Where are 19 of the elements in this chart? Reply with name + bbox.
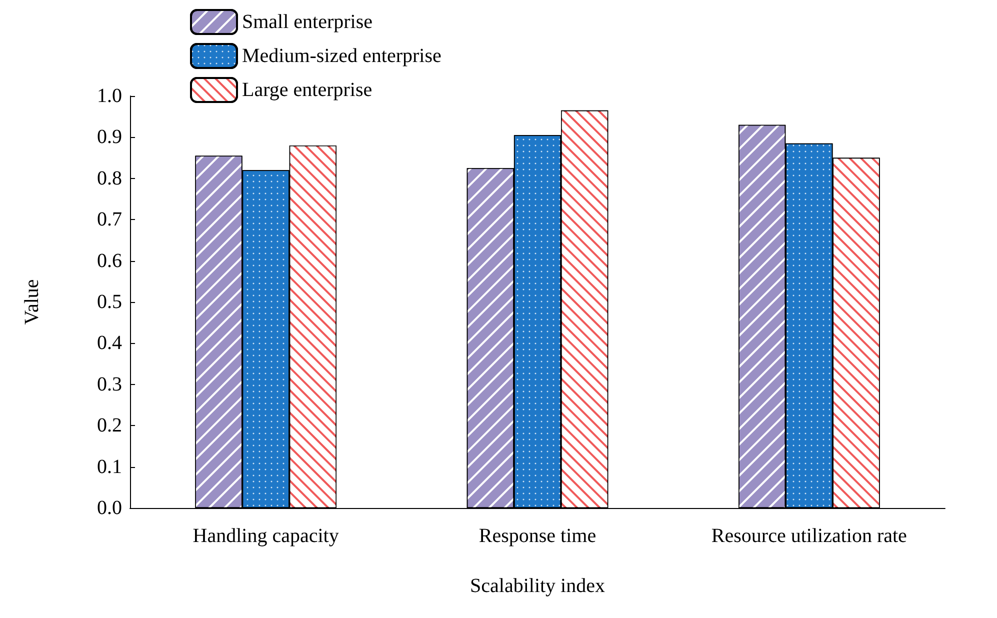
- y-tick-label: 1.0: [97, 85, 122, 107]
- y-tick-label: 0.0: [97, 497, 122, 519]
- x-tick-label: Response time: [478, 525, 596, 547]
- legend-label: Small enterprise: [242, 11, 373, 33]
- legend-label: Large enterprise: [242, 79, 372, 101]
- y-axis-title: Value: [21, 279, 43, 325]
- y-tick-label: 0.6: [97, 250, 122, 272]
- y-tick-label: 0.2: [97, 414, 122, 437]
- y-tick-label: 0.8: [97, 167, 122, 190]
- y-tick-label: 0.3: [97, 373, 122, 396]
- x-tick-label: Handling capacity: [192, 525, 339, 547]
- y-tick-label: 0.5: [97, 291, 122, 313]
- legend-label: Medium-sized enterprise: [242, 45, 442, 67]
- x-tick-label: Resource utilization rate: [711, 525, 908, 547]
- y-tick-label: 0.4: [97, 332, 122, 354]
- y-tick-label: 0.7: [97, 208, 122, 231]
- x-axis-title: Scalability index: [470, 575, 605, 597]
- y-tick-label: 0.9: [97, 126, 122, 148]
- y-tick-label: 0.1: [97, 456, 122, 478]
